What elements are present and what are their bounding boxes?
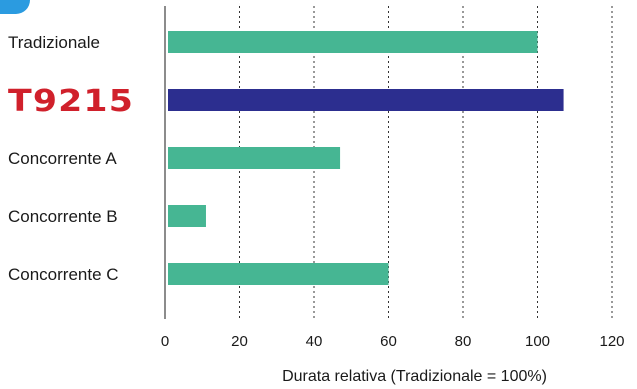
category-logo-label: T9215 bbox=[8, 84, 134, 119]
corner-tab bbox=[0, 0, 30, 14]
bar-concorrente-a bbox=[168, 147, 341, 169]
bars bbox=[168, 31, 564, 285]
bar-tradizionale bbox=[168, 31, 538, 53]
category-labels: Tradizionale T9215 Concorrente A Concorrent… bbox=[8, 33, 134, 284]
bar-concorrente-b bbox=[168, 205, 206, 227]
x-tick-labels: 0 20 40 60 80 100 120 bbox=[161, 333, 625, 350]
category-label: Tradizionale bbox=[8, 33, 100, 52]
x-tick-label: 0 bbox=[161, 333, 169, 350]
bar-t9215 bbox=[168, 89, 564, 111]
x-tick-label: 40 bbox=[306, 333, 323, 350]
x-tick-label: 120 bbox=[599, 333, 624, 350]
x-tick-label: 20 bbox=[231, 333, 248, 350]
x-tick-label: 100 bbox=[525, 333, 550, 350]
category-label: Concorrente B bbox=[8, 207, 118, 226]
x-axis-title: Durata relativa (Tradizionale = 100%) bbox=[282, 368, 547, 385]
x-tick-label: 80 bbox=[455, 333, 472, 350]
bar-concorrente-c bbox=[168, 263, 389, 285]
x-tick-label: 60 bbox=[380, 333, 397, 350]
category-label: Concorrente C bbox=[8, 265, 119, 284]
category-label: Concorrente A bbox=[8, 149, 117, 168]
